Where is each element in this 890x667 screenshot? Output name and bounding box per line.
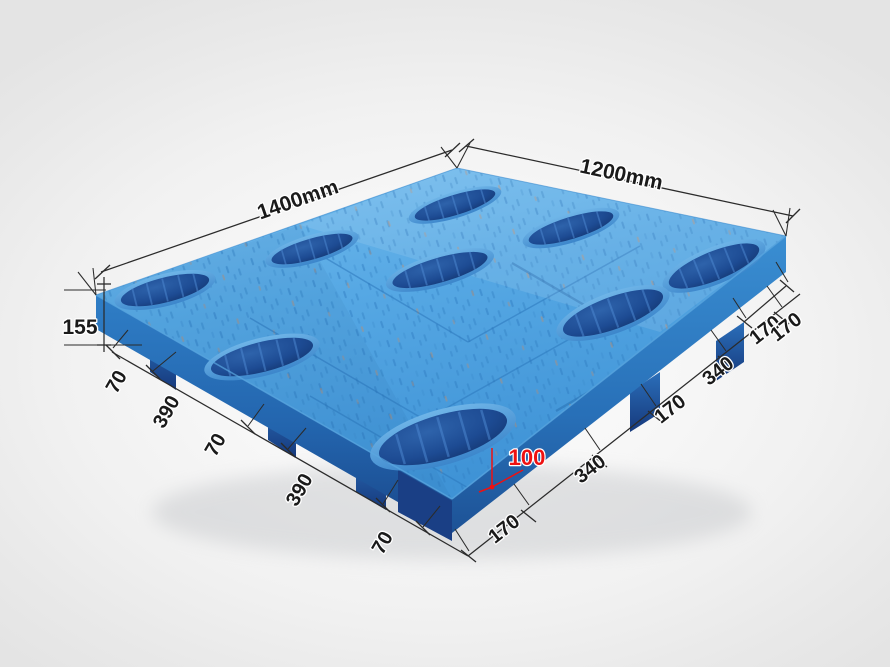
well [408, 186, 502, 224]
skirt-front-left [96, 295, 452, 533]
dim-label-155: 155 [62, 316, 97, 339]
well [522, 207, 620, 249]
dim-height-155: 155 [61, 277, 142, 352]
dim-label-1200: 1200mm [578, 155, 665, 195]
skirt-edge-right [451, 235, 787, 500]
dim-label-left-70-a: 70 [102, 367, 132, 397]
dim-label-100: 100 [509, 445, 546, 470]
skirt-edge-left [95, 294, 453, 500]
well [385, 248, 495, 292]
well [204, 333, 320, 381]
well [370, 403, 516, 471]
well [114, 269, 216, 311]
pallet-wells [114, 186, 766, 471]
dim-foot-height-100: 100 [478, 444, 547, 493]
pallet-body [94, 167, 788, 541]
dim-label-left-390-a: 390 [149, 392, 185, 432]
skirt-front-right [452, 236, 786, 533]
corner-foot [398, 470, 452, 541]
well [556, 285, 670, 341]
dim-label-left-70-b: 70 [201, 430, 231, 460]
well [265, 230, 359, 268]
well [662, 239, 766, 293]
